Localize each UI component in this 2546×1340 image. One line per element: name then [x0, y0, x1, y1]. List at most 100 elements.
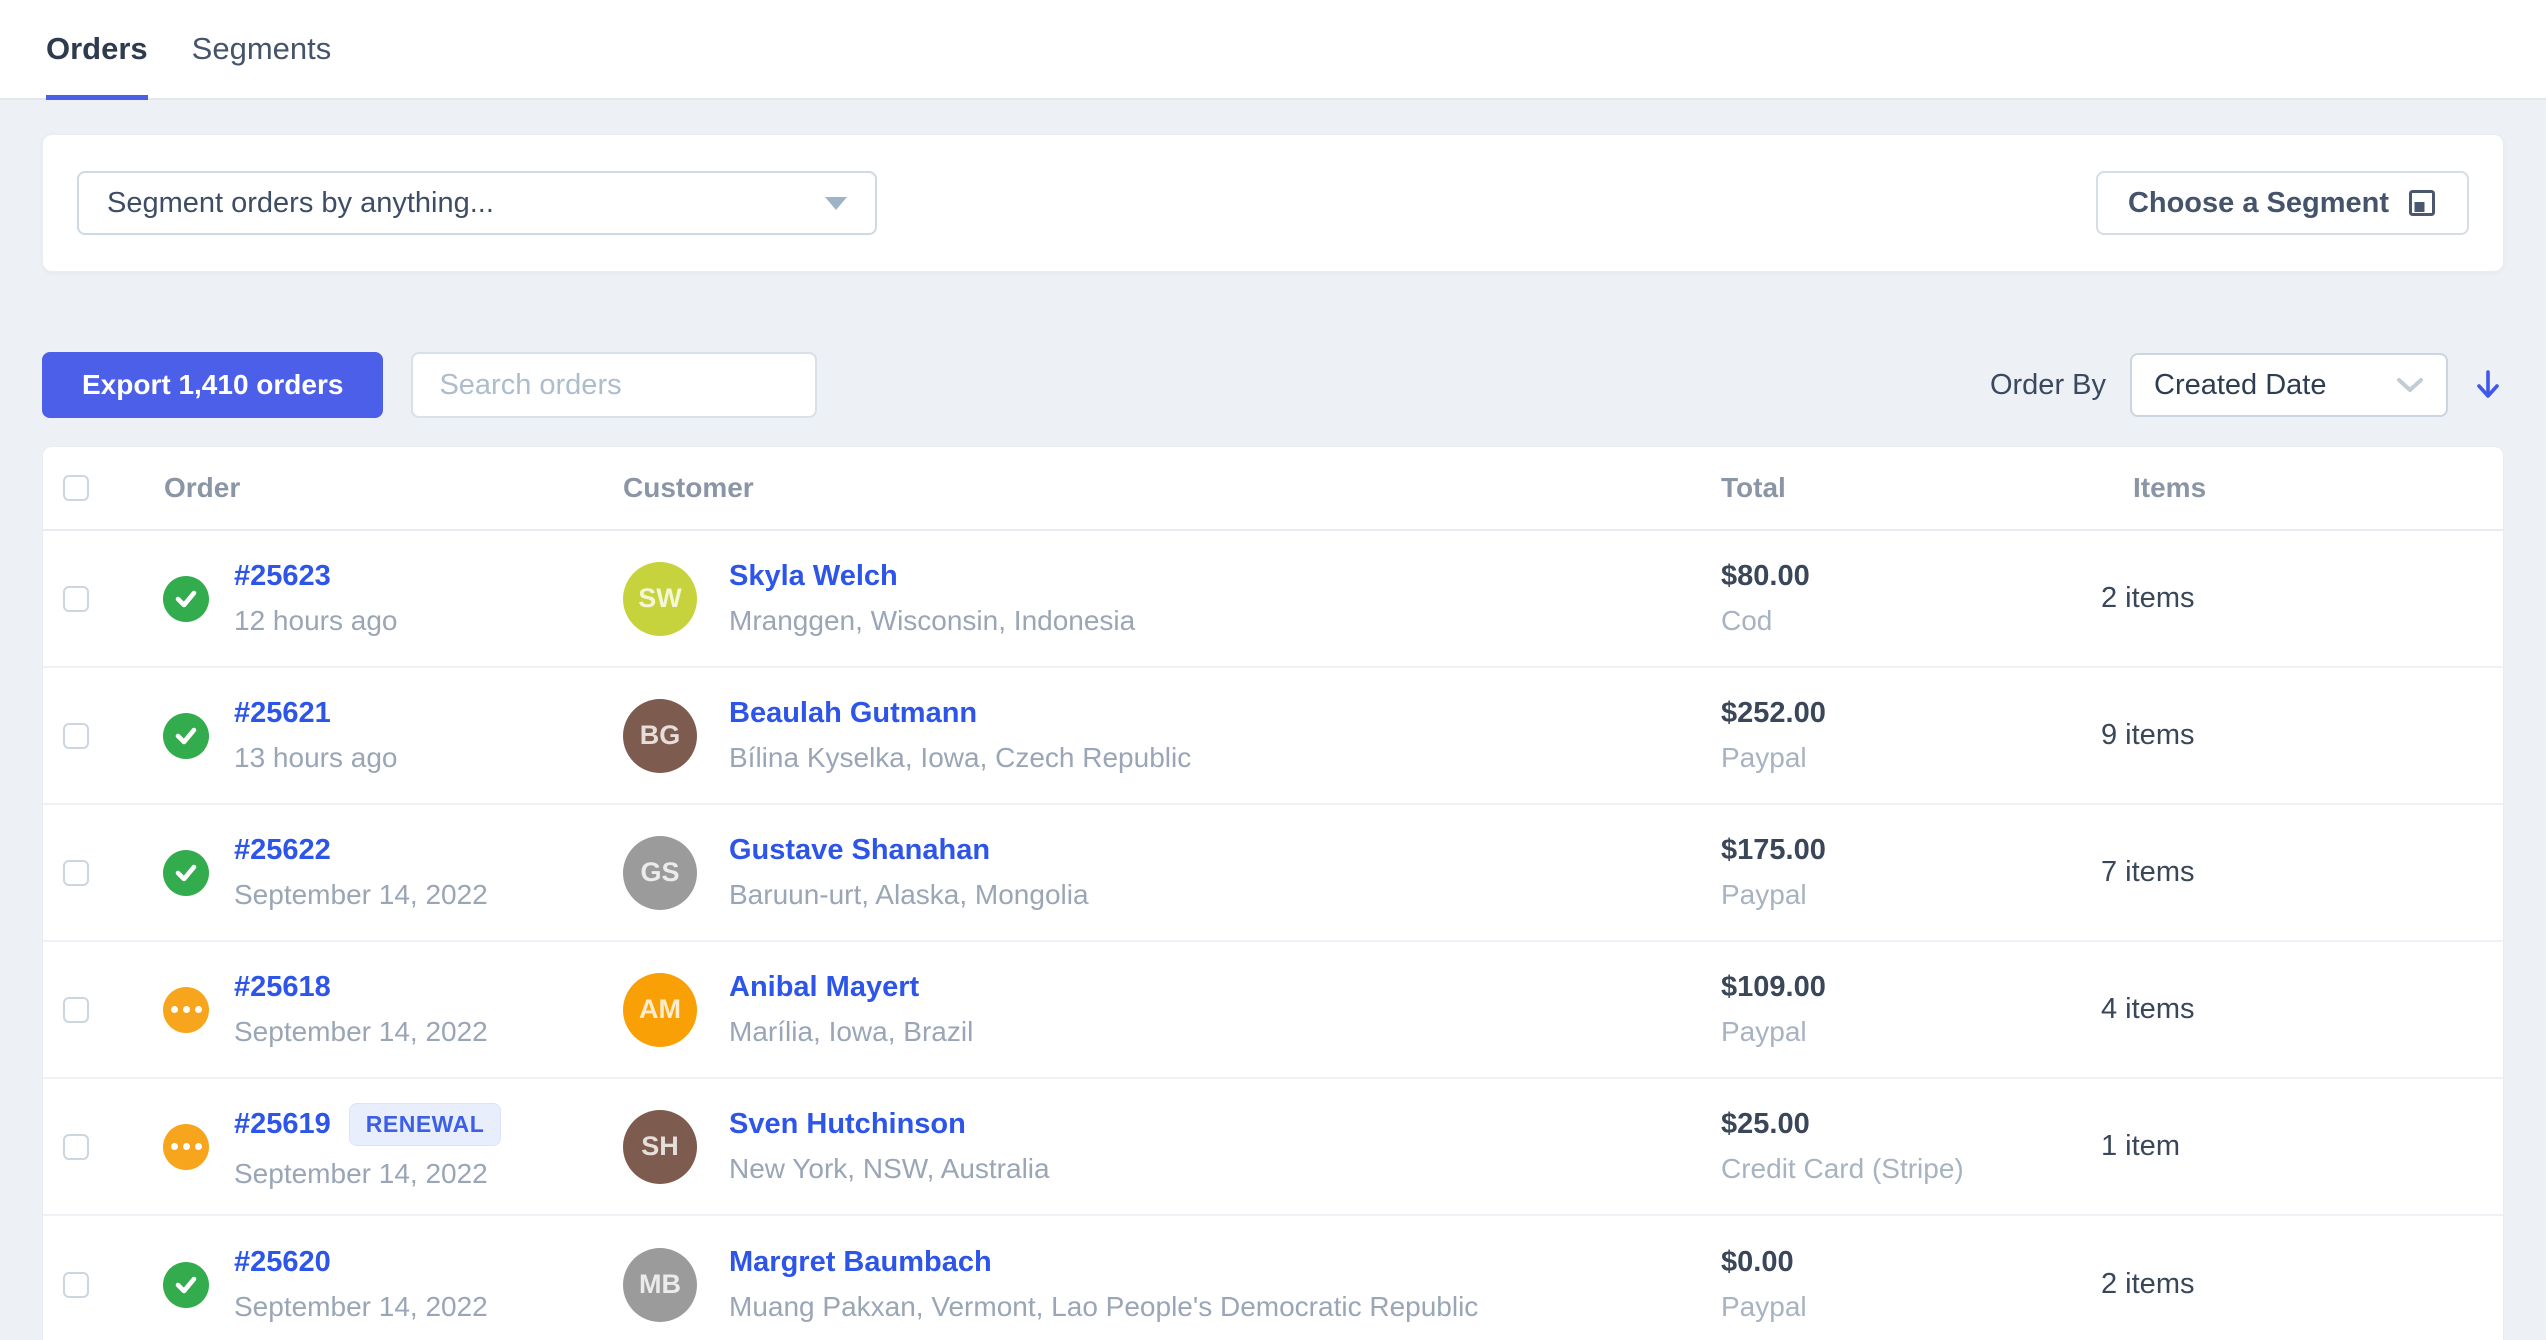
customer-name-link[interactable]: Gustave Shanahan — [729, 834, 991, 866]
row-checkbox[interactable] — [63, 722, 89, 749]
items-count: 7 items — [2101, 856, 2195, 888]
customer-name-link[interactable]: Margret Baumbach — [729, 1246, 992, 1278]
order-info: #25619 RENEWAL September 14, 2022 — [234, 1103, 502, 1190]
check-icon — [175, 1276, 197, 1293]
caret-down-icon — [825, 196, 847, 210]
choose-segment-button[interactable]: Choose a Segment — [2095, 171, 2469, 235]
payment-method: Paypal — [1721, 742, 1807, 773]
tab-orders[interactable]: Orders — [46, 0, 148, 100]
customer-name-link[interactable]: Sven Hutchinson — [729, 1108, 966, 1140]
avatar: GS — [623, 835, 697, 910]
customer-location: Bílina Kyselka, Iowa, Czech Republic — [729, 742, 1192, 773]
sort-direction-button[interactable] — [2472, 368, 2504, 402]
table-row: #25621 13 hours ago BG Beaulah Gutmann B… — [43, 668, 2503, 805]
header-order: Order — [164, 472, 241, 503]
payment-method: Paypal — [1721, 879, 1807, 910]
sort-field-select[interactable]: Created Date — [2130, 353, 2448, 417]
order-total: $25.00 — [1721, 1108, 1810, 1140]
order-total: $0.00 — [1721, 1246, 1794, 1278]
table-row: #25623 12 hours ago SW Skyla Welch Mrang… — [43, 531, 2503, 668]
customer-cell: AM Anibal Mayert Marília, Iowa, Brazil — [623, 971, 1721, 1048]
order-number-link[interactable]: #25622 — [234, 834, 331, 866]
customer-location: Muang Pakxan, Vermont, Lao People's Demo… — [729, 1291, 1479, 1322]
total-cell: $25.00 Credit Card (Stripe) — [1721, 1108, 2101, 1185]
export-orders-button[interactable]: Export 1,410 orders — [42, 352, 384, 418]
select-all-checkbox[interactable] — [63, 475, 89, 501]
customer-location: Baruun-urt, Alaska, Mongolia — [729, 879, 1089, 910]
items-cell: 7 items — [2101, 856, 2503, 889]
order-number-link[interactable]: #25621 — [234, 697, 331, 729]
items-count: 2 items — [2101, 1268, 2195, 1300]
total-cell: $252.00 Paypal — [1721, 697, 2101, 774]
order-cell: #25621 13 hours ago — [121, 697, 623, 774]
order-total: $109.00 — [1721, 971, 1826, 1003]
check-icon — [175, 864, 197, 881]
customer-location: Marília, Iowa, Brazil — [729, 1016, 974, 1047]
order-status-icon — [163, 712, 209, 759]
payment-method: Paypal — [1721, 1291, 1807, 1322]
customer-cell: SH Sven Hutchinson New York, NSW, Austra… — [623, 1108, 1721, 1185]
customer-name-link[interactable]: Anibal Mayert — [729, 971, 920, 1003]
order-cell: #25622 September 14, 2022 — [121, 834, 623, 911]
segment-filter-card: Segment orders by anything... Choose a S… — [42, 134, 2504, 272]
items-cell: 2 items — [2101, 1268, 2503, 1301]
header-checkbox-cell — [43, 475, 121, 501]
order-cell: #25620 September 14, 2022 — [121, 1246, 623, 1323]
row-checkbox-cell — [43, 1133, 121, 1160]
avatar: AM — [623, 972, 697, 1047]
items-count: 1 item — [2101, 1130, 2180, 1162]
row-checkbox[interactable] — [63, 996, 89, 1023]
items-count: 9 items — [2101, 719, 2195, 751]
order-date: September 14, 2022 — [234, 1158, 488, 1189]
items-count: 4 items — [2101, 993, 2195, 1025]
customer-name-link[interactable]: Skyla Welch — [729, 560, 898, 592]
order-number-link[interactable]: #25618 — [234, 971, 331, 1003]
segment-filter-placeholder: Segment orders by anything... — [107, 186, 494, 219]
search-orders-input[interactable] — [411, 352, 818, 418]
payment-method: Paypal — [1721, 1016, 1807, 1047]
items-cell: 1 item — [2101, 1130, 2503, 1163]
payment-method: Credit Card (Stripe) — [1721, 1153, 1964, 1184]
customer-cell: MB Margret Baumbach Muang Pakxan, Vermon… — [623, 1246, 1721, 1323]
order-info: #25621 13 hours ago — [234, 697, 397, 774]
order-number-link[interactable]: #25619 — [234, 1108, 331, 1140]
order-number-link[interactable]: #25620 — [234, 1246, 331, 1278]
header-total: Total — [1721, 472, 1786, 503]
table-row: #25618 September 14, 2022 AM Anibal Maye… — [43, 942, 2503, 1079]
order-date: September 14, 2022 — [234, 1291, 488, 1322]
row-checkbox[interactable] — [63, 585, 89, 612]
items-cell: 9 items — [2101, 719, 2503, 752]
order-status-icon — [163, 986, 209, 1033]
order-info: #25623 12 hours ago — [234, 560, 397, 637]
order-by-label: Order By — [1989, 368, 2106, 401]
check-icon — [175, 727, 197, 744]
table-row: #25619 RENEWAL September 14, 2022 SH Sve… — [43, 1079, 2503, 1216]
row-checkbox[interactable] — [63, 859, 89, 886]
row-checkbox[interactable] — [63, 1133, 89, 1160]
table-row: #25622 September 14, 2022 GS Gustave Sha… — [43, 805, 2503, 942]
row-checkbox-cell — [43, 996, 121, 1023]
order-status-icon — [163, 575, 209, 622]
choose-segment-label: Choose a Segment — [2127, 186, 2389, 219]
segment-frame-icon — [2407, 188, 2437, 218]
items-cell: 2 items — [2101, 582, 2503, 615]
order-total: $175.00 — [1721, 834, 1826, 866]
orders-table-header: Order Customer Total Items — [43, 447, 2503, 531]
order-cell: #25618 September 14, 2022 — [121, 971, 623, 1048]
customer-location: Mranggen, Wisconsin, Indonesia — [729, 605, 1136, 636]
segment-filter-select[interactable]: Segment orders by anything... — [77, 171, 877, 235]
check-icon — [175, 590, 197, 607]
avatar: SH — [623, 1109, 697, 1184]
customer-name-link[interactable]: Beaulah Gutmann — [729, 697, 978, 729]
order-cell: #25623 12 hours ago — [121, 560, 623, 637]
ellipsis-icon — [170, 1143, 202, 1150]
order-info: #25618 September 14, 2022 — [234, 971, 488, 1048]
order-number-link[interactable]: #25623 — [234, 560, 331, 592]
row-checkbox[interactable] — [63, 1271, 89, 1298]
header-customer: Customer — [623, 472, 754, 503]
tab-segments[interactable]: Segments — [191, 31, 332, 66]
order-date: 13 hours ago — [234, 742, 398, 773]
avatar: MB — [623, 1247, 697, 1322]
order-info: #25620 September 14, 2022 — [234, 1246, 488, 1323]
